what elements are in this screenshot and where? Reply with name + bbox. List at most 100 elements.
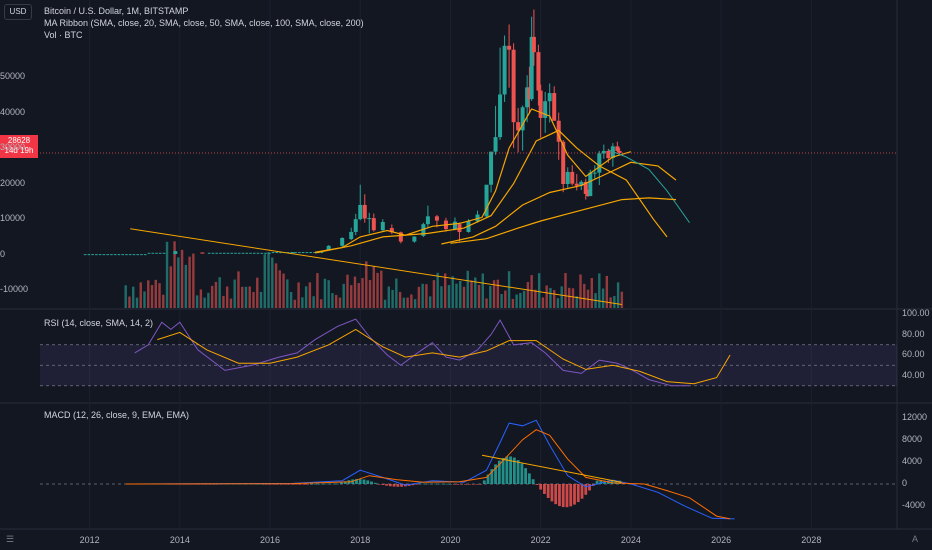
volume-header[interactable]: Vol · BTC bbox=[44, 30, 83, 40]
macd-histogram-bar bbox=[449, 483, 452, 485]
candle bbox=[249, 252, 252, 254]
volume-bar bbox=[485, 298, 488, 308]
macd-histogram-bar bbox=[340, 482, 343, 484]
candle bbox=[349, 231, 354, 240]
currency-button[interactable]: USD bbox=[4, 4, 32, 20]
auto-scale-icon[interactable]: A bbox=[912, 534, 919, 544]
volume-bar bbox=[504, 290, 507, 308]
macd-histogram-bar bbox=[298, 484, 302, 485]
candle bbox=[125, 254, 128, 256]
macd-histogram-bar bbox=[539, 484, 543, 490]
volume-bar bbox=[553, 290, 556, 308]
volume-bar bbox=[474, 277, 477, 308]
volume-bar bbox=[124, 285, 127, 308]
candle bbox=[389, 228, 394, 233]
volume-bar bbox=[180, 249, 184, 308]
macd-header[interactable]: MACD (12, 26, close, 9, EMA, EMA) bbox=[44, 410, 190, 420]
volume-bar bbox=[350, 285, 353, 308]
macd-histogram-bar bbox=[377, 484, 381, 485]
macd-axis-tick: -4000 bbox=[902, 500, 926, 511]
macd-histogram-bar bbox=[358, 479, 362, 484]
rsi-axis-tick: 80.00 bbox=[902, 328, 925, 339]
candle bbox=[617, 150, 622, 153]
volume-bar bbox=[297, 282, 300, 308]
macd-histogram-bar bbox=[595, 480, 599, 484]
macd-histogram-bar bbox=[411, 484, 415, 486]
macd-histogram-bar bbox=[317, 483, 321, 485]
volume-bar bbox=[417, 286, 421, 308]
volume-bar bbox=[541, 297, 545, 308]
macd-histogram-bar bbox=[332, 483, 336, 485]
tradingview-icon[interactable]: ☰ bbox=[6, 534, 15, 544]
macd-trendline bbox=[481, 454, 622, 483]
volume-bar bbox=[286, 279, 289, 308]
volume-bar bbox=[165, 241, 169, 308]
volume-bar bbox=[470, 280, 473, 308]
volume-bar bbox=[139, 282, 142, 308]
volume-bar bbox=[451, 276, 454, 308]
volume-bar bbox=[293, 299, 297, 308]
volume-bar bbox=[203, 297, 206, 308]
candle bbox=[106, 254, 109, 256]
candle bbox=[606, 150, 611, 159]
candle bbox=[155, 252, 158, 254]
macd-histogram-bar bbox=[388, 484, 392, 487]
candle bbox=[211, 252, 215, 254]
candle bbox=[136, 254, 140, 256]
ma100-line bbox=[441, 161, 677, 245]
candle bbox=[102, 254, 106, 256]
volume-bar bbox=[233, 279, 236, 308]
volume-bar bbox=[425, 284, 428, 308]
time-axis-tick: 2016 bbox=[260, 535, 281, 545]
candle bbox=[158, 252, 162, 254]
macd-histogram-bar bbox=[321, 483, 325, 485]
time-axis-tick: 2024 bbox=[620, 535, 641, 545]
volume-bar bbox=[402, 297, 406, 308]
ma50-line bbox=[314, 129, 668, 254]
volume-bar bbox=[199, 289, 203, 308]
candle bbox=[234, 252, 237, 254]
price-axis-tick: 40000 bbox=[0, 106, 26, 117]
volume-bars bbox=[124, 241, 624, 308]
candle bbox=[151, 252, 155, 254]
macd-signal-line bbox=[125, 429, 731, 520]
volume-bar bbox=[346, 274, 349, 308]
macd-histogram-bar bbox=[505, 456, 509, 484]
macd-histogram-bar bbox=[456, 484, 460, 485]
volume-bar bbox=[492, 280, 496, 308]
candle bbox=[362, 204, 367, 219]
volume-bar bbox=[522, 290, 526, 308]
volume-bar bbox=[440, 286, 443, 308]
volume-bar bbox=[184, 264, 188, 308]
volume-bar bbox=[571, 288, 575, 308]
volume-bar bbox=[214, 281, 218, 308]
macd-histogram-bar bbox=[524, 468, 528, 484]
volume-bar bbox=[365, 261, 368, 308]
volume-bar bbox=[575, 296, 578, 308]
macd-histogram-bar bbox=[550, 484, 554, 502]
macd-histogram-bar bbox=[430, 483, 434, 485]
volume-bar bbox=[579, 274, 582, 308]
rsi-ma-line bbox=[157, 328, 731, 385]
current-price-label: 28628 14d 19h bbox=[0, 135, 38, 158]
macd-histogram-bar bbox=[490, 469, 494, 484]
volume-bar bbox=[413, 299, 417, 308]
macd-histogram-bar bbox=[276, 484, 279, 485]
macd-histogram-bar bbox=[336, 483, 340, 485]
ma-ribbon-header[interactable]: MA Ribbon (SMA, close, 20, SMA, close, 5… bbox=[44, 18, 364, 28]
rsi-header[interactable]: RSI (14, close, SMA, 14, 2) bbox=[44, 318, 154, 328]
volume-bar bbox=[263, 254, 266, 308]
volume-bar bbox=[507, 271, 511, 308]
volume-bar bbox=[357, 283, 360, 308]
macd-histogram-bar bbox=[208, 484, 212, 485]
candle bbox=[367, 218, 372, 220]
macd-histogram-bar bbox=[588, 484, 591, 491]
volume-bar bbox=[195, 295, 199, 308]
volume-bar bbox=[132, 286, 135, 308]
volume-bar bbox=[406, 297, 409, 308]
candle bbox=[264, 252, 267, 254]
volume-bar bbox=[530, 275, 533, 308]
candle bbox=[493, 137, 498, 152]
volume-bar bbox=[316, 273, 319, 308]
